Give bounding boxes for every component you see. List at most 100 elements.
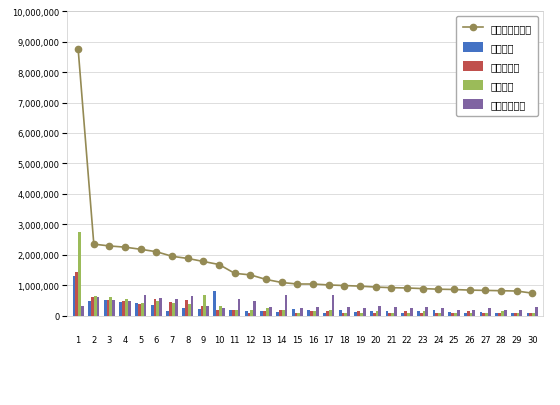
Bar xyxy=(449,312,451,316)
브랜드평판지수 xyxy=(451,288,458,292)
Bar xyxy=(300,309,303,316)
Bar xyxy=(284,296,287,316)
Bar xyxy=(143,296,146,316)
Bar xyxy=(420,313,423,316)
Bar xyxy=(357,312,360,316)
브랜드평판지수 xyxy=(137,247,144,252)
Bar xyxy=(250,310,253,316)
Bar xyxy=(119,302,122,316)
Bar xyxy=(104,301,106,316)
Bar xyxy=(122,301,125,316)
Bar xyxy=(253,301,256,316)
Bar xyxy=(532,313,535,316)
Bar xyxy=(94,297,97,316)
Bar xyxy=(313,312,316,316)
Bar xyxy=(279,310,282,316)
Bar xyxy=(438,313,441,316)
Bar xyxy=(501,312,504,316)
Bar xyxy=(248,313,250,316)
Bar xyxy=(138,304,141,316)
Bar xyxy=(347,307,350,316)
Bar xyxy=(433,310,436,316)
Bar xyxy=(88,301,91,316)
브랜드평판지수 xyxy=(278,280,285,285)
Bar xyxy=(332,296,334,316)
Bar xyxy=(354,312,357,316)
브랜드평판지수 xyxy=(263,277,269,282)
브랜드평판지수 xyxy=(529,291,535,296)
Bar xyxy=(81,306,84,316)
브랜드평판지수 xyxy=(216,262,222,267)
Bar xyxy=(159,298,162,316)
Bar xyxy=(245,311,248,316)
Bar xyxy=(310,312,313,316)
Bar xyxy=(488,309,491,316)
Bar xyxy=(266,309,269,316)
Bar xyxy=(235,310,237,316)
브랜드평판지수 xyxy=(231,271,238,276)
Bar xyxy=(454,313,457,316)
Bar xyxy=(464,313,467,316)
Bar xyxy=(169,302,172,316)
Bar xyxy=(360,313,363,316)
Bar xyxy=(166,311,169,316)
Bar xyxy=(222,309,225,316)
Bar xyxy=(519,310,522,316)
Bar xyxy=(514,313,516,316)
Bar xyxy=(486,313,488,316)
Bar xyxy=(219,306,222,316)
Bar xyxy=(407,313,410,316)
Line: 브랜드평판지수: 브랜드평판지수 xyxy=(75,47,535,296)
Bar xyxy=(292,309,295,316)
Bar xyxy=(97,298,100,316)
Bar xyxy=(376,312,379,316)
Bar xyxy=(206,306,209,316)
브랜드평판지수 xyxy=(325,283,332,288)
Bar xyxy=(441,309,444,316)
Bar xyxy=(190,296,193,316)
Bar xyxy=(276,312,279,316)
Bar xyxy=(106,301,109,316)
Bar xyxy=(125,299,128,316)
브랜드평판지수 xyxy=(404,286,410,291)
브랜드평판지수 xyxy=(466,288,473,293)
Bar xyxy=(386,312,389,316)
Bar xyxy=(76,272,78,316)
브랜드평판지수 xyxy=(169,254,175,259)
Bar xyxy=(417,311,420,316)
브랜드평판지수 xyxy=(75,48,82,53)
Bar xyxy=(423,312,426,316)
브랜드평판지수 xyxy=(513,289,520,294)
Bar xyxy=(73,276,76,316)
브랜드평판지수 xyxy=(200,260,207,264)
Bar xyxy=(342,313,344,316)
Bar xyxy=(175,299,178,316)
브랜드평판지수 xyxy=(498,288,505,293)
Bar xyxy=(498,313,501,316)
브랜드평판지수 xyxy=(106,244,113,249)
Bar xyxy=(410,309,413,316)
Bar xyxy=(135,303,138,316)
Bar xyxy=(323,313,326,316)
Bar xyxy=(370,311,373,316)
브랜드평판지수 xyxy=(247,273,254,278)
Bar xyxy=(316,307,319,316)
Bar xyxy=(529,313,532,316)
Bar xyxy=(391,313,394,316)
Bar xyxy=(91,298,94,316)
Bar xyxy=(326,312,329,316)
Bar xyxy=(451,313,454,316)
Bar xyxy=(495,313,498,316)
Bar xyxy=(216,310,219,316)
Bar xyxy=(373,313,376,316)
Bar xyxy=(307,310,310,316)
Bar xyxy=(128,301,131,316)
Bar xyxy=(426,307,428,316)
브랜드평판지수 xyxy=(357,284,363,289)
브랜드평판지수 xyxy=(435,287,442,292)
Bar xyxy=(404,312,407,316)
Bar xyxy=(535,307,538,316)
브랜드평판지수 xyxy=(482,288,489,293)
Bar xyxy=(151,305,153,316)
브랜드평판지수 xyxy=(294,282,301,287)
